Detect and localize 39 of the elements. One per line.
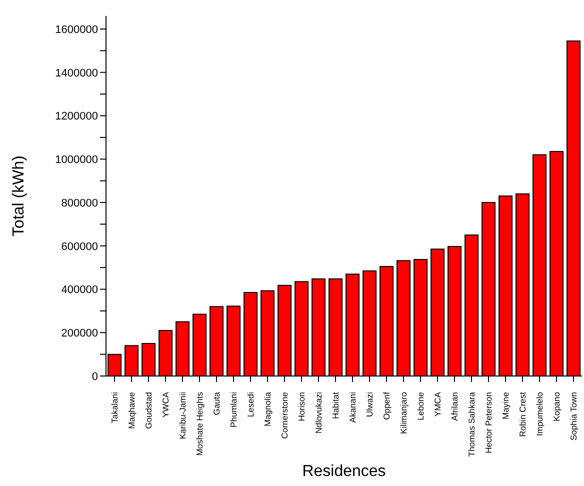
x-tick-label: Mayine <box>500 392 510 420</box>
x-tick-label: Lesedi <box>246 392 256 418</box>
x-tick-label: Sophia Town <box>568 392 578 441</box>
x-tick-label: Impumelelo <box>534 392 544 436</box>
x-tick-label: Habitat <box>330 391 340 419</box>
x-tick-label: Robin Crest <box>518 391 528 437</box>
y-tick-label: 1200000 <box>55 110 98 123</box>
y-tick-label: 200000 <box>61 328 98 340</box>
y-tick-label: 1600000 <box>55 24 98 36</box>
x-tick-label: Takalani <box>110 392 120 424</box>
x-tick-label: Gauta <box>212 392 222 416</box>
y-tick-label: 1000000 <box>55 154 98 166</box>
x-axis-title: Residences <box>302 463 386 480</box>
x-tick-label: Cornerstone <box>280 392 290 439</box>
x-tick-label: Goudstad <box>144 392 154 429</box>
x-tick-label: YWCA <box>160 392 170 418</box>
x-tick-label: Thomas Sahkara <box>466 392 476 457</box>
x-tick-label: Magnolia <box>262 392 272 426</box>
x-tick-label: Horison <box>296 392 306 422</box>
x-tick-label: Afrilaan <box>450 392 460 421</box>
y-axis-title: Total (kWh) <box>10 156 28 236</box>
x-tick-label: Karibu-Jamii <box>178 392 188 440</box>
y-tick-label: 1400000 <box>55 67 98 80</box>
x-tick-label: Hector Peterson <box>484 392 494 454</box>
y-tick-label: 600000 <box>61 240 98 253</box>
x-tick-label: YMCA <box>432 392 442 417</box>
x-tick-label: Ulwazi <box>364 392 374 418</box>
x-tick-label: Lebone <box>416 392 426 420</box>
x-tick-label: Ndlovukazi <box>314 392 324 434</box>
y-tick-label: 400000 <box>61 284 98 296</box>
y-tick-label: 800000 <box>61 197 98 210</box>
x-tick-label: Kopano <box>552 392 562 422</box>
x-tick-label: Akanani <box>348 392 358 423</box>
y-tick-label: 0 <box>92 370 98 383</box>
x-tick-label: Maqhawe <box>126 392 136 429</box>
x-tick-label: Kilimanjaro <box>398 392 408 434</box>
x-tick-label: Moshate Heights <box>194 392 204 456</box>
x-tick-label: Phumlani <box>228 392 238 428</box>
x-tick-label: Oppenf <box>382 391 392 420</box>
